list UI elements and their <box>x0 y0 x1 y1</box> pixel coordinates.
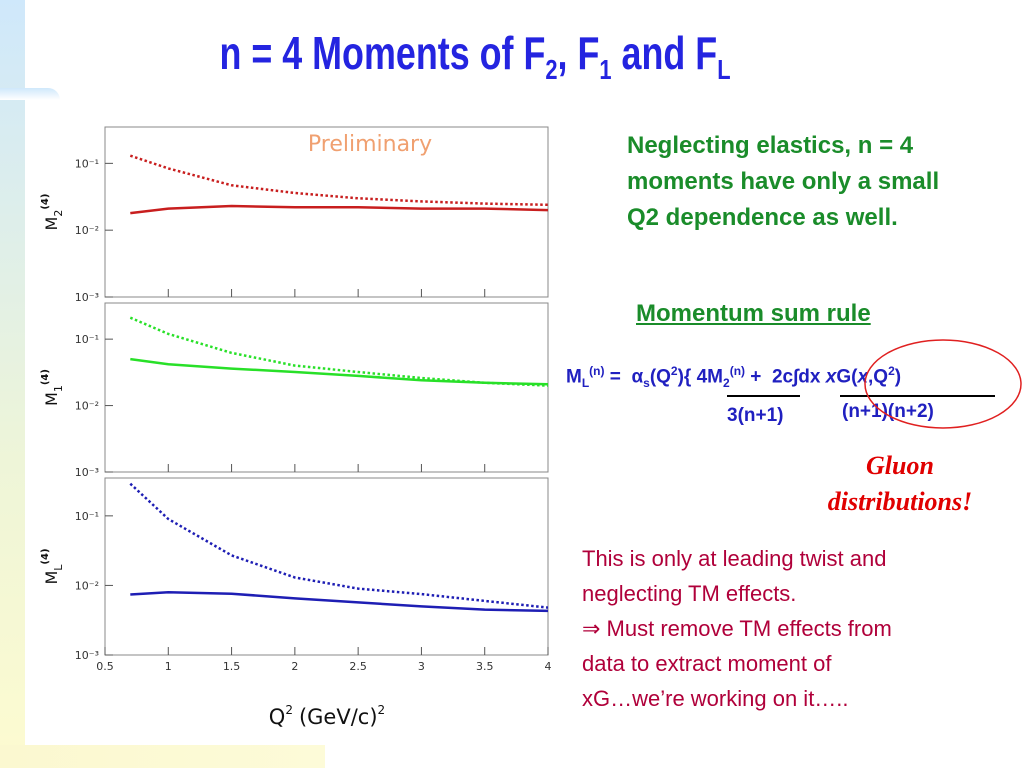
caveat-line: xG…we’re working on it….. <box>582 686 849 711</box>
y-label-sup: (4) <box>40 194 51 210</box>
note-line: Neglecting elastics, n = 4 <box>627 132 914 159</box>
plot-frame <box>104 126 549 298</box>
y-label-main: M <box>42 571 61 585</box>
y-label-sub: 2 <box>52 210 65 217</box>
gluon-line: Gluon <box>866 451 934 480</box>
x-label-sup: 2 <box>378 703 386 717</box>
formula-part: x <box>857 366 869 388</box>
series-line <box>130 204 548 215</box>
formula-part: ) <box>894 366 902 388</box>
y-label-main: M <box>42 392 61 406</box>
y-label-sub: 1 <box>52 385 65 392</box>
formula-part: = <box>604 366 632 388</box>
y-label-sup: (4) <box>40 548 51 564</box>
title-text: and F <box>611 27 718 79</box>
x-tick-label: 3 <box>418 660 425 673</box>
series-line <box>130 590 548 613</box>
title-subscript: L <box>717 54 731 86</box>
formula-part: G( <box>836 366 858 388</box>
title-text: , F <box>557 27 600 79</box>
y-tick-label: 10⁻² <box>75 224 99 237</box>
formula-part: ,Q <box>868 366 889 388</box>
y-label-sup: (4) <box>40 369 51 385</box>
plot-frame <box>104 477 549 656</box>
x-axis-label: Q2 (GeV/c)2 <box>269 703 385 729</box>
title-subscript: 2 <box>545 54 558 86</box>
slide-title: n = 4 Moments of F2, F1 and FL <box>175 26 776 86</box>
y-tick-label: 10⁻² <box>75 579 99 592</box>
y-tick-label: 10⁻³ <box>75 466 99 479</box>
formula: ML(n) = αs(Q2){ 4M2(n) + 2c∫dx xG(x,Q2) <box>566 364 1024 390</box>
series-line <box>130 357 548 386</box>
y-axis-label: M1(4) <box>40 369 65 406</box>
formula-sub: 2 <box>723 376 730 391</box>
formula-part: (Q <box>649 366 671 388</box>
caveat: This is only at leading twist and neglec… <box>582 541 892 716</box>
x-label-sup: 2 <box>285 703 293 717</box>
formula-sup: 2 <box>670 364 678 378</box>
x-tick-label: 4 <box>545 660 552 673</box>
formula-part: M <box>566 366 582 388</box>
y-tick-label: 10⁻¹ <box>75 333 99 346</box>
formula-sub: L <box>581 376 590 391</box>
y-label-main: M <box>42 217 61 231</box>
background-strip <box>0 745 325 768</box>
gluon-note: Gluon distributions! <box>790 448 1010 520</box>
note-line: moments have only a small <box>627 168 940 195</box>
plot-frame <box>104 302 549 473</box>
series-line <box>129 154 548 207</box>
note: Neglecting elastics, n = 4 moments have … <box>627 128 1024 236</box>
x-tick-label: 2.5 <box>349 660 367 673</box>
formula-part: + 2c∫dx <box>745 366 826 388</box>
formula-sup: (n) <box>589 364 605 378</box>
y-tick-label: 10⁻³ <box>75 649 99 662</box>
x-tick-label: 2 <box>291 660 298 673</box>
heading: Momentum sum rule <box>636 300 871 327</box>
y-axis-label: M2(4) <box>40 194 65 231</box>
title-subscript: 1 <box>599 54 612 86</box>
x-label-main: Q <box>269 705 286 729</box>
x-tick-label: 1 <box>165 660 172 673</box>
y-label-sub: L <box>52 564 65 571</box>
formula-part: α <box>631 366 644 388</box>
x-tick-label: 3.5 <box>476 660 494 673</box>
gluon-line: distributions! <box>827 487 973 516</box>
formula-sup: (n) <box>729 364 746 378</box>
x-tick-label: 0.5 <box>96 660 114 673</box>
title-text: n = 4 Moments of F <box>219 27 546 79</box>
y-axis-label: ML(4) <box>40 548 65 584</box>
background-strip <box>0 88 60 100</box>
denominator: (n+1)(n+2) <box>842 401 934 422</box>
formula-sup: 2 <box>888 364 895 378</box>
annotation: Preliminary <box>308 132 432 157</box>
y-tick-label: 10⁻³ <box>75 291 99 304</box>
caveat-line: This is only at leading twist and <box>582 546 887 571</box>
y-tick-label: 10⁻¹ <box>75 510 99 523</box>
note-line: Q2 dependence as well. <box>627 204 898 231</box>
caveat-line: ⇒ Must remove TM effects from <box>582 616 892 641</box>
background-strip <box>0 0 25 768</box>
y-tick-label: 10⁻¹ <box>75 157 99 170</box>
caveat-line: data to extract moment of <box>582 651 832 676</box>
formula-sub: s <box>643 376 650 391</box>
caveat-line: neglecting TM effects. <box>582 581 797 606</box>
formula-part: x <box>825 366 837 388</box>
highlight-ellipse <box>864 339 1022 429</box>
formula-part: ){ 4M <box>677 366 724 388</box>
y-tick-label: 10⁻² <box>75 400 99 413</box>
x-label-unit: (GeV/c) <box>299 705 378 729</box>
denominator: 3(n+1) <box>727 405 784 426</box>
x-tick-label: 1.5 <box>223 660 241 673</box>
